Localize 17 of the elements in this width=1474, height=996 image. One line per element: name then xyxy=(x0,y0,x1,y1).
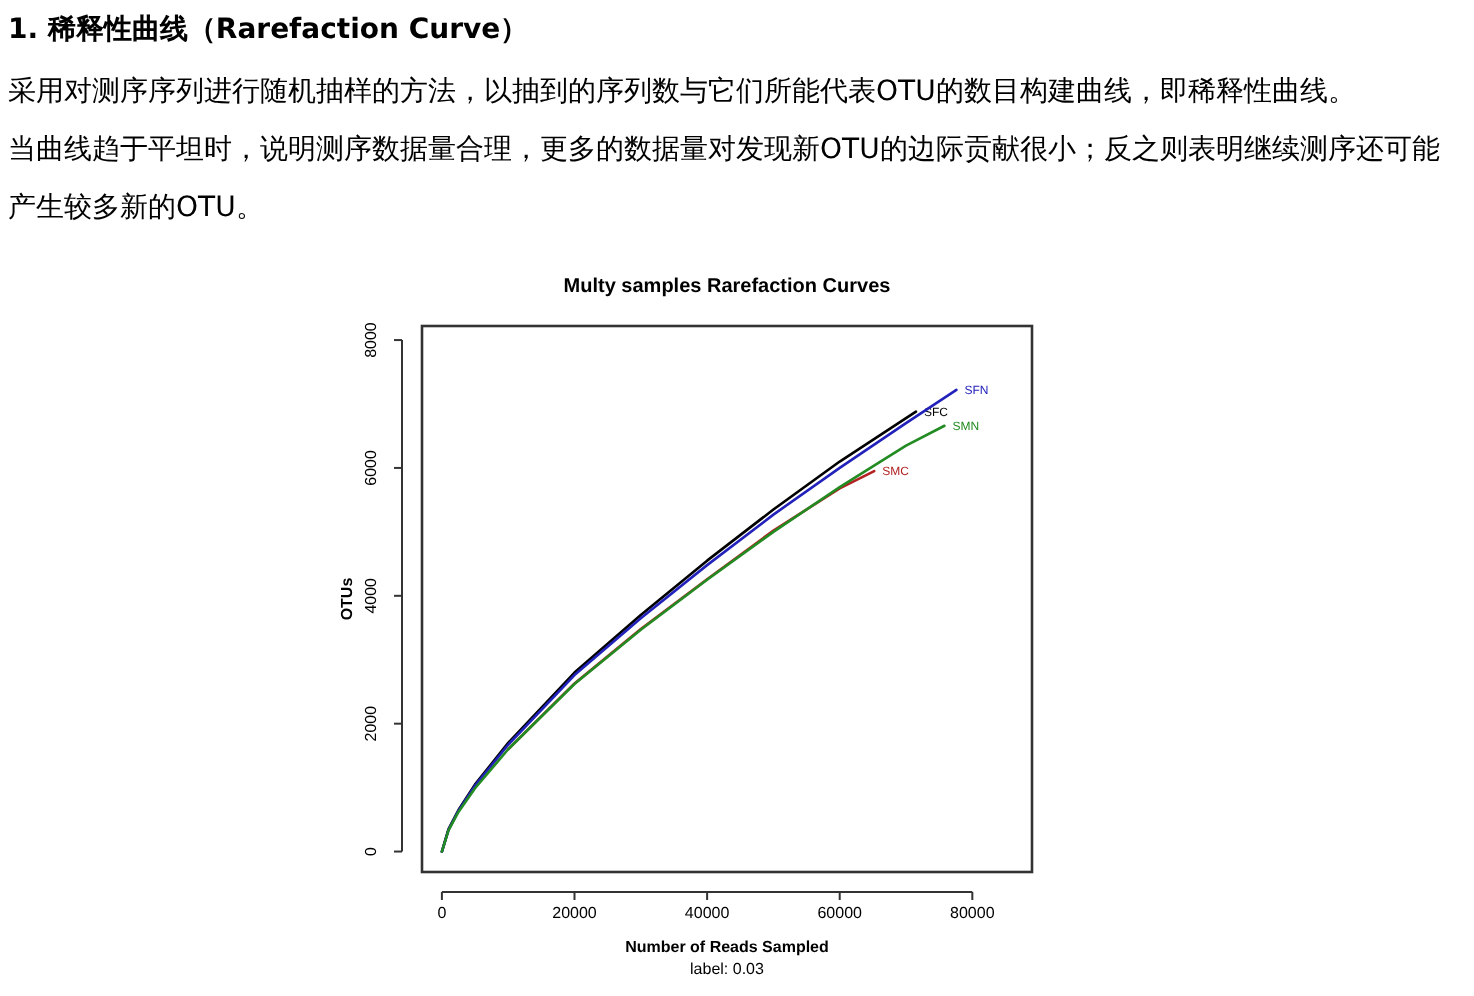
y-axis-title: OTUs xyxy=(338,576,356,621)
y-tick-label: 6000 xyxy=(362,449,380,486)
y-tick-label: 8000 xyxy=(362,321,380,358)
y-tick-label: 2000 xyxy=(362,704,380,742)
x-tick-label: 60000 xyxy=(817,904,864,922)
text: 1. 稀释性曲线（Rarefaction Curve） xyxy=(8,12,529,48)
x-axis-title: Number of Reads Sampled xyxy=(625,938,830,956)
text: 采用对测序序列进行随机抽样的方法，以抽到的序列数与它们所能代表OTU的数目构建曲线，即稀释性曲线。 xyxy=(8,74,1358,112)
y-tick-label: 0 xyxy=(362,845,380,856)
x-tick-label: 40000 xyxy=(684,904,731,922)
text: 当曲线趋于平坦时，说明测序数据量合理，更多的数据量对发现新OTU的边际贡献很小；反之则表明继续测序还可能产生较多新的OTU。 xyxy=(8,132,1442,228)
x-tick-label: 20000 xyxy=(552,904,598,922)
x-tick-label: 0 xyxy=(437,904,448,922)
text: label: 0.03 xyxy=(690,960,766,978)
x-tick-label: 80000 xyxy=(950,904,996,922)
y-tick-label: 4000 xyxy=(362,576,380,614)
chart-title: Multy samples Rarefaction Curves xyxy=(563,276,892,298)
